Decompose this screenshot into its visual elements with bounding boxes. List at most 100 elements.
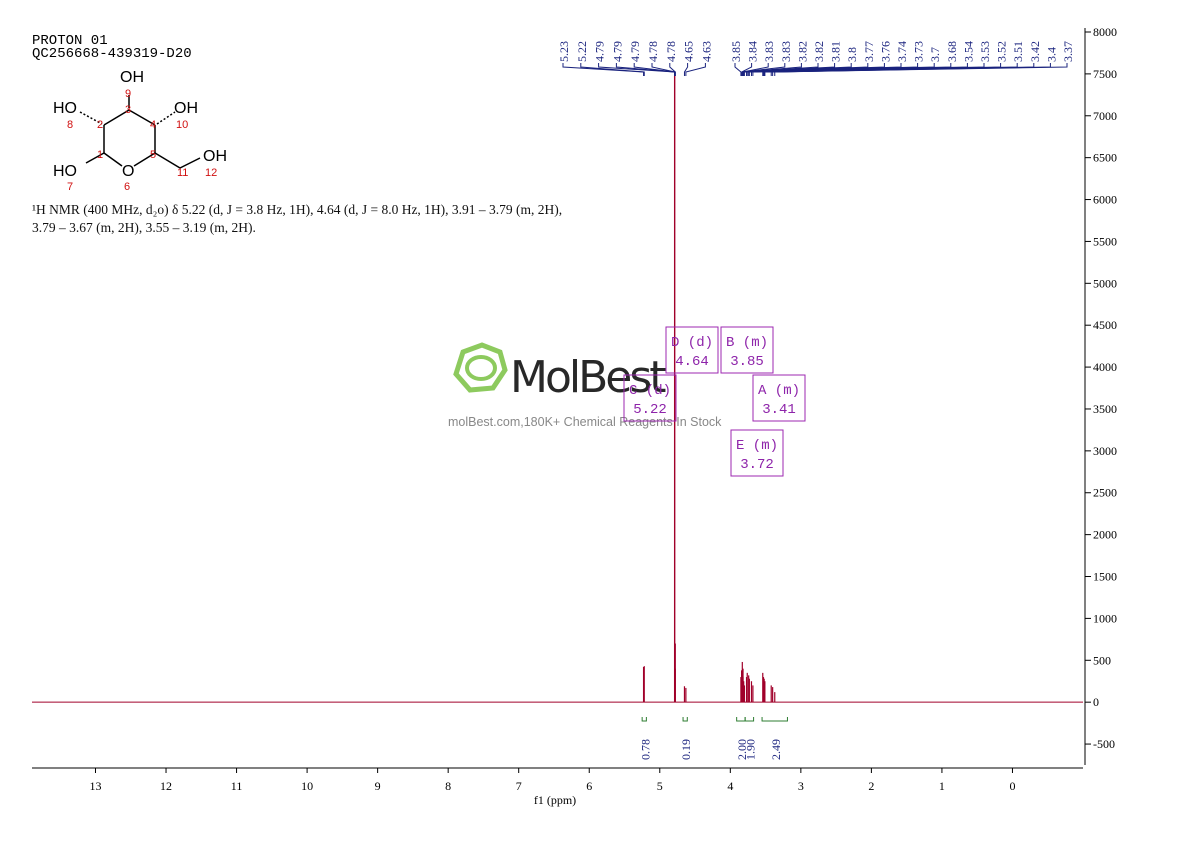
peak-label: 3.4	[1044, 47, 1058, 62]
y-tick-label: 3000	[1093, 444, 1117, 458]
x-tick-label: 0	[1009, 779, 1015, 793]
peak-label: 3.76	[878, 41, 892, 62]
peak-connector	[580, 63, 645, 76]
atom-number: 4	[150, 119, 156, 131]
peak-label: 5.23	[557, 41, 571, 62]
peak-connector	[633, 63, 676, 76]
peak-label: 3.73	[912, 41, 926, 62]
x-tick-label: 2	[868, 779, 874, 793]
sample-id: QC256668-439319-D20	[32, 46, 192, 62]
title: PROTON 01	[32, 33, 108, 49]
y-tick-label: 5000	[1093, 276, 1117, 290]
multiplet-name: D (d)	[671, 335, 713, 351]
multiplet-shift: 3.41	[762, 402, 796, 418]
y-tick-label: -500	[1093, 737, 1115, 751]
integral-bracket	[641, 717, 647, 722]
integral-label: 0.19	[679, 739, 693, 760]
y-tick-label: 1000	[1093, 611, 1117, 625]
integral-bracket	[736, 717, 746, 722]
peak-label: 3.83	[779, 41, 793, 62]
y-tick-label: 2000	[1093, 528, 1117, 542]
multiplet-shift: 4.64	[675, 354, 709, 370]
atom: HO	[53, 100, 77, 117]
peak-label: 5.22	[575, 41, 589, 62]
atom-number: 3	[125, 104, 131, 116]
atom: OH	[203, 148, 227, 165]
atom-number: 2	[97, 119, 103, 131]
x-tick-label: 10	[301, 779, 313, 793]
structure	[79, 95, 201, 169]
peak-label: 3.82	[812, 41, 826, 62]
peak-label: 3.81	[829, 41, 843, 62]
atom-number: 1	[97, 149, 103, 161]
atom-number: 6	[124, 181, 130, 193]
peak-label: 4.65	[682, 41, 696, 62]
atom: HO	[53, 163, 77, 180]
multiplet-box	[730, 429, 784, 477]
peak-label: 3.7	[928, 47, 942, 62]
x-tick-label: 1	[939, 779, 945, 793]
description: ¹H NMR (400 MHz, d₂o) δ 5.22 (d, J = 3.8…	[32, 202, 563, 235]
y-tick-label: 1500	[1093, 570, 1117, 584]
atom-number: 9	[125, 88, 131, 100]
atom-number: 5	[150, 149, 156, 161]
peak-label: 3.74	[895, 41, 909, 62]
watermark-logo	[453, 342, 508, 393]
atom: O	[122, 163, 134, 180]
multiplet-box	[665, 326, 719, 374]
peak-label: 3.68	[945, 41, 959, 62]
atom: OH	[174, 100, 198, 117]
peak-label: 3.52	[995, 41, 1009, 62]
peak-connector	[669, 63, 676, 76]
x-tick-label: 5	[657, 779, 663, 793]
peak-connector	[741, 63, 786, 76]
atom-number: 7	[67, 181, 73, 193]
peak-label: 3.51	[1011, 41, 1025, 62]
peak-connector	[685, 63, 706, 76]
atom: OH	[120, 69, 144, 86]
y-tick-label: 5500	[1093, 234, 1117, 248]
y-tick-label: 0	[1093, 695, 1099, 709]
atom-number: 12	[205, 167, 217, 179]
multiplet-name: B (m)	[726, 335, 768, 351]
multiplet-box	[720, 326, 774, 374]
peak-label: 3.82	[795, 41, 809, 62]
x-tick-label: 13	[89, 779, 101, 793]
integral-label: 0.78	[638, 739, 652, 760]
peak-label: 3.8	[845, 47, 859, 62]
y-tick-label: 4000	[1093, 360, 1117, 374]
peak-label: 3.53	[978, 41, 992, 62]
watermark-tagline: molBest.com,180K+ Chemical Reagents In S…	[448, 415, 722, 429]
x-tick-label: 3	[798, 779, 804, 793]
integral-bracket	[744, 717, 755, 722]
atom-number: 11	[177, 167, 188, 179]
peak-connector	[774, 63, 1068, 76]
y-tick-label: 8000	[1093, 25, 1117, 39]
multiplet-box	[752, 374, 806, 422]
integral-label: 2.00	[735, 739, 749, 760]
peak-label: 4.79	[610, 41, 624, 62]
multiplet-shift: 5.22	[633, 402, 667, 418]
y-tick-label: 2500	[1093, 486, 1117, 500]
x-tick-label: 8	[445, 779, 451, 793]
peak-label: 3.84	[746, 41, 760, 62]
y-tick-label: 500	[1093, 653, 1111, 667]
watermark-brand: MolBest	[510, 352, 666, 403]
multiplet-shift: 3.72	[740, 457, 774, 473]
integral-label: 2.49	[769, 739, 783, 760]
peak-label: 4.78	[646, 41, 660, 62]
peak-label: 3.54	[961, 41, 975, 62]
y-tick-label: 7000	[1093, 109, 1117, 123]
peak-label: 3.42	[1028, 41, 1042, 62]
x-tick-label: 11	[231, 779, 243, 793]
peak-connector	[683, 63, 689, 76]
peak-label: 3.37	[1061, 41, 1075, 62]
peak-label: 4.63	[699, 41, 713, 62]
multiplet-box	[623, 374, 677, 422]
peak-label: 3.85	[729, 41, 743, 62]
peak-label: 4.79	[628, 41, 642, 62]
integral-bracket	[761, 717, 788, 722]
multiplet-name: E (m)	[736, 438, 778, 454]
peak-label: 4.79	[593, 41, 607, 62]
